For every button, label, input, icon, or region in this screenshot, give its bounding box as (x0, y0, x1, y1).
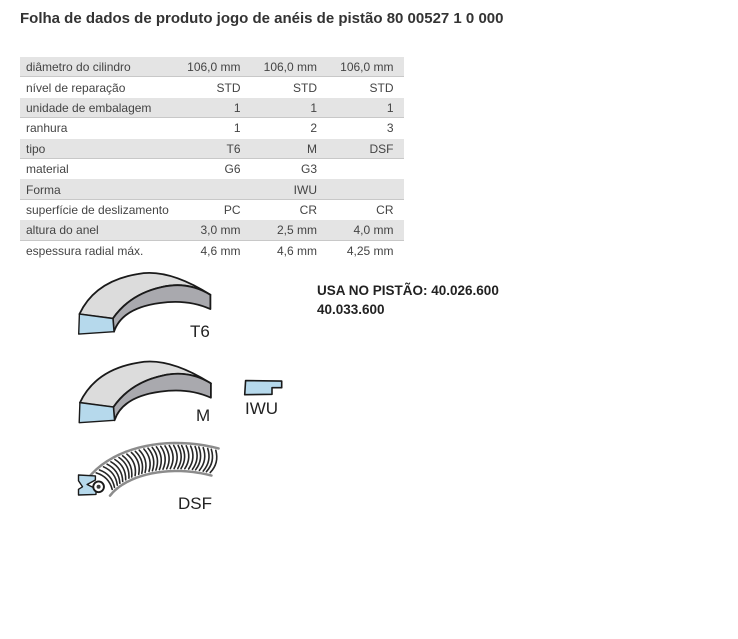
svg-text:IWU: IWU (245, 399, 278, 418)
svg-text:M: M (196, 406, 210, 425)
svg-text:T6: T6 (190, 322, 210, 341)
svg-text:DSF: DSF (178, 494, 212, 513)
